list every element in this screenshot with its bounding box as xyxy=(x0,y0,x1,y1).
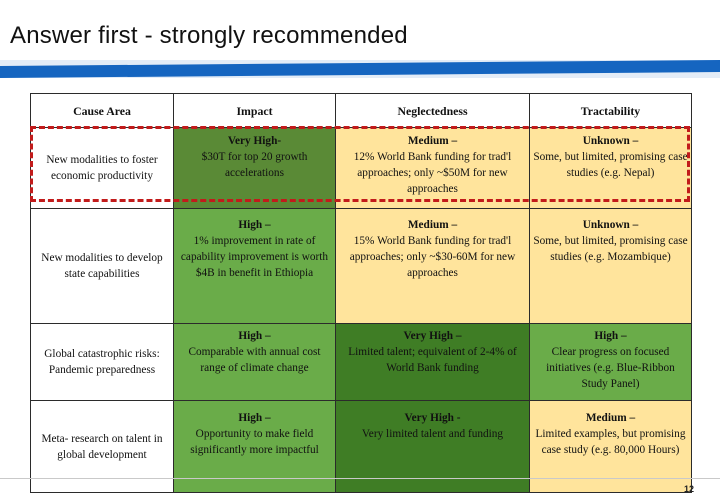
impact-cell: High – Comparable with annual cost range… xyxy=(173,323,336,401)
impact-level: High – xyxy=(238,330,271,342)
header-tractability: Tractability xyxy=(529,93,692,128)
tractability-desc: Limited examples, but promising case stu… xyxy=(535,428,686,456)
footer-divider xyxy=(0,478,720,479)
neglectedness-cell: Medium – 12% World Bank funding for trad… xyxy=(335,127,530,209)
neglectedness-cell: Medium – 15% World Bank funding for trad… xyxy=(335,208,530,324)
tractability-cell: Unknown – Some, but limited, promising c… xyxy=(529,208,692,324)
impact-level: Very High- xyxy=(227,135,282,147)
cause-area-table: Cause Area Impact Neglectedness Tractabi… xyxy=(30,93,692,493)
neglectedness-desc: Very limited talent and funding xyxy=(361,428,504,440)
neglectedness-cell: Very High - Very limited talent and fund… xyxy=(335,400,530,493)
neglectedness-level: Very High - xyxy=(404,412,461,424)
impact-cell: High – 1% improvement in rate of capabil… xyxy=(173,208,336,324)
table-row: New modalities to foster economic produc… xyxy=(30,127,692,209)
cause-cell: New modalities to develop state capabili… xyxy=(30,208,174,324)
tractability-desc: Some, but limited, promising case studie… xyxy=(533,235,688,263)
neglectedness-level: Medium – xyxy=(407,135,458,147)
cause-cell: Meta- research on talent in global devel… xyxy=(30,400,174,493)
tractability-desc: Some, but limited, promising case studie… xyxy=(533,151,688,179)
impact-desc: $30T for top 20 growth accelerations xyxy=(201,151,308,179)
impact-level: High – xyxy=(238,412,271,424)
slide-title: Answer first - strongly recommended xyxy=(10,22,408,49)
tractability-level: Unknown – xyxy=(582,135,639,147)
cause-cell: Global catastrophic risks: Pandemic prep… xyxy=(30,323,174,401)
tractability-cell: Medium – Limited examples, but promising… xyxy=(529,400,692,493)
impact-desc: Opportunity to make field significantly … xyxy=(190,428,319,456)
title-banner xyxy=(0,60,720,78)
table-row: Meta- research on talent in global devel… xyxy=(30,400,692,493)
cause-cell: New modalities to foster economic produc… xyxy=(30,127,174,209)
page-number: 12 xyxy=(683,484,694,494)
tractability-desc: Clear progress on focused initiatives (e… xyxy=(546,346,675,390)
impact-level: High – xyxy=(238,219,271,231)
tractability-cell: Unknown – Some, but limited, promising c… xyxy=(529,127,692,209)
neglectedness-desc: 12% World Bank funding for trad'l approa… xyxy=(353,151,512,195)
tractability-cell: High – Clear progress on focused initiat… xyxy=(529,323,692,401)
impact-desc: Comparable with annual cost range of cli… xyxy=(188,346,321,374)
banner-blue-band xyxy=(0,60,720,78)
neglectedness-level: Very High – xyxy=(403,330,462,342)
impact-cell: High – Opportunity to make field signifi… xyxy=(173,400,336,493)
neglectedness-desc: 15% World Bank funding for trad'l approa… xyxy=(349,235,516,279)
impact-desc: 1% improvement in rate of capability imp… xyxy=(180,235,329,279)
table-header-row: Cause Area Impact Neglectedness Tractabi… xyxy=(30,93,692,128)
tractability-level: Unknown – xyxy=(582,219,639,231)
table-row: New modalities to develop state capabili… xyxy=(30,208,692,324)
header-impact: Impact xyxy=(173,93,336,128)
header-neglectedness: Neglectedness xyxy=(335,93,530,128)
neglectedness-desc: Limited talent; equivalent of 2-4% of Wo… xyxy=(348,346,517,374)
neglectedness-level: Medium – xyxy=(407,219,458,231)
neglectedness-cell: Very High – Limited talent; equivalent o… xyxy=(335,323,530,401)
tractability-level: High – xyxy=(594,330,627,342)
tractability-level: Medium – xyxy=(585,412,636,424)
impact-cell: Very High- $30T for top 20 growth accele… xyxy=(173,127,336,209)
table-row: Global catastrophic risks: Pandemic prep… xyxy=(30,323,692,401)
header-cause-area: Cause Area xyxy=(30,93,174,128)
